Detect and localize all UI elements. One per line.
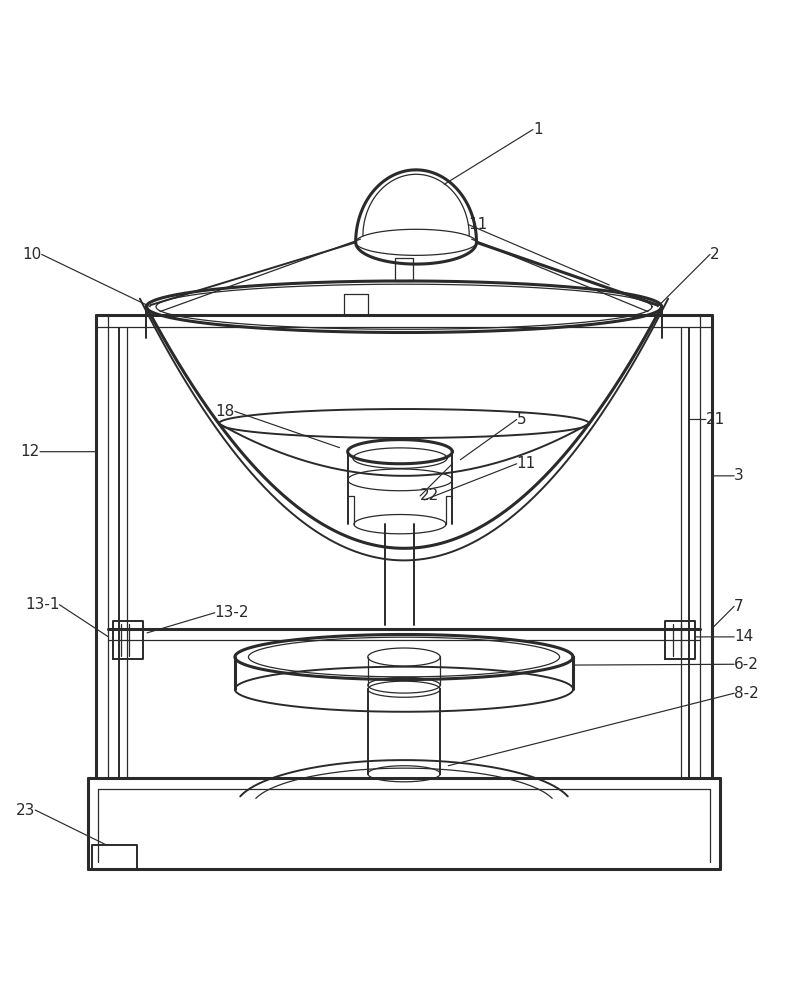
Text: 23: 23 [16,803,36,818]
Text: 8-2: 8-2 [734,686,759,701]
Text: 13-1: 13-1 [25,597,59,612]
Text: 3: 3 [734,468,744,483]
Text: 1: 1 [532,122,542,137]
Text: 21: 21 [706,412,726,427]
Text: 7: 7 [734,599,744,614]
Text: 10: 10 [23,247,42,262]
Text: 18: 18 [216,404,235,419]
Text: 6-2: 6-2 [734,657,759,672]
Text: 22: 22 [420,488,440,503]
Text: 14: 14 [734,629,753,644]
Text: 13-2: 13-2 [215,605,250,620]
Text: 5: 5 [517,412,526,427]
Text: 11: 11 [469,217,488,232]
Text: 11: 11 [517,456,536,471]
Text: 12: 12 [21,444,40,459]
Text: 2: 2 [710,247,720,262]
